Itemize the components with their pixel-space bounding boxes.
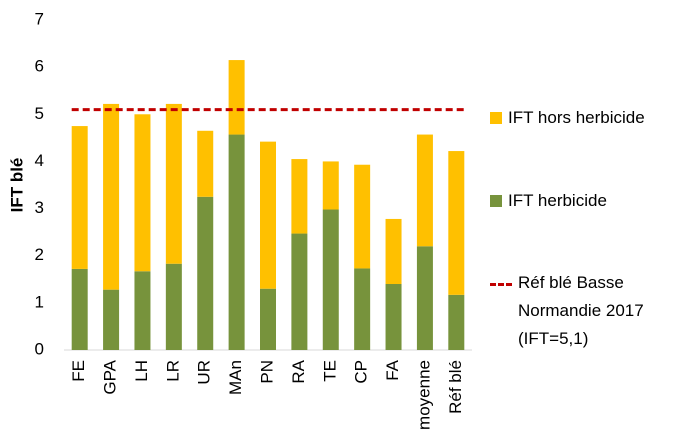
bar-segment bbox=[322, 161, 339, 210]
x-tick-label: GPA bbox=[101, 359, 120, 394]
bar-segment bbox=[448, 294, 465, 350]
bar-segment bbox=[103, 103, 120, 290]
bar-segment bbox=[448, 151, 465, 295]
bar-segment bbox=[197, 130, 214, 197]
bar-segment bbox=[354, 268, 371, 350]
y-tick-label: 7 bbox=[35, 9, 44, 28]
x-tick-label: CP bbox=[352, 360, 371, 384]
x-tick-label: moyenne bbox=[414, 360, 433, 430]
bar-segment bbox=[228, 134, 245, 350]
legend-item: Réf blé Basse Normandie 2017 (IFT=5,1) bbox=[490, 273, 670, 353]
y-axis-label: IFT blé bbox=[7, 158, 26, 213]
bar-segment bbox=[416, 134, 433, 247]
x-tick-label: FE bbox=[69, 360, 88, 382]
legend-label: Réf blé Basse Normandie 2017 (IFT=5,1) bbox=[518, 273, 644, 348]
legend-swatch bbox=[490, 195, 502, 207]
x-tick-label: LH bbox=[132, 360, 151, 382]
x-tick-label: FA bbox=[383, 359, 402, 380]
y-tick-label: 5 bbox=[35, 104, 44, 123]
bar-segment bbox=[103, 289, 120, 350]
legend-label: IFT herbicide bbox=[508, 191, 607, 210]
x-tick-label: RA bbox=[289, 359, 308, 383]
legend-item: IFT hors herbicide bbox=[490, 108, 645, 128]
bar-segment bbox=[165, 103, 182, 264]
bar-segment bbox=[260, 141, 276, 289]
legend-swatch bbox=[490, 283, 512, 286]
bar-segment bbox=[134, 114, 151, 272]
bar-segment bbox=[385, 284, 402, 350]
y-tick-label: 4 bbox=[35, 151, 44, 170]
bar-segment bbox=[416, 246, 433, 350]
bar-segment bbox=[71, 268, 88, 350]
x-tick-label: Réf blé bbox=[446, 360, 465, 414]
bar-segment bbox=[260, 288, 276, 350]
x-tick-label: PN bbox=[257, 360, 276, 384]
x-tick-label: UR bbox=[195, 360, 214, 385]
y-tick-label: 0 bbox=[35, 339, 44, 358]
y-tick-label: 3 bbox=[35, 198, 44, 217]
x-tick-label: LR bbox=[163, 360, 182, 382]
bar-segment bbox=[165, 263, 182, 350]
bar-segment bbox=[71, 126, 88, 269]
bar-segment bbox=[322, 209, 339, 350]
bar-segment bbox=[197, 196, 214, 350]
legend-label: IFT hors herbicide bbox=[508, 108, 645, 127]
bar-segment bbox=[354, 164, 371, 269]
y-tick-label: 6 bbox=[35, 57, 44, 76]
bar-segment bbox=[385, 218, 402, 284]
bar-segment bbox=[291, 159, 308, 234]
legend-item: IFT herbicide bbox=[490, 191, 607, 211]
x-tick-label: TE bbox=[320, 360, 339, 382]
y-tick-label: 1 bbox=[35, 292, 44, 311]
bar-segment bbox=[228, 60, 245, 135]
bar-segment bbox=[291, 233, 308, 350]
bar-segment bbox=[134, 271, 151, 350]
x-tick-label: MAn bbox=[226, 360, 245, 395]
y-tick-label: 2 bbox=[35, 245, 44, 264]
legend-swatch bbox=[490, 112, 502, 124]
